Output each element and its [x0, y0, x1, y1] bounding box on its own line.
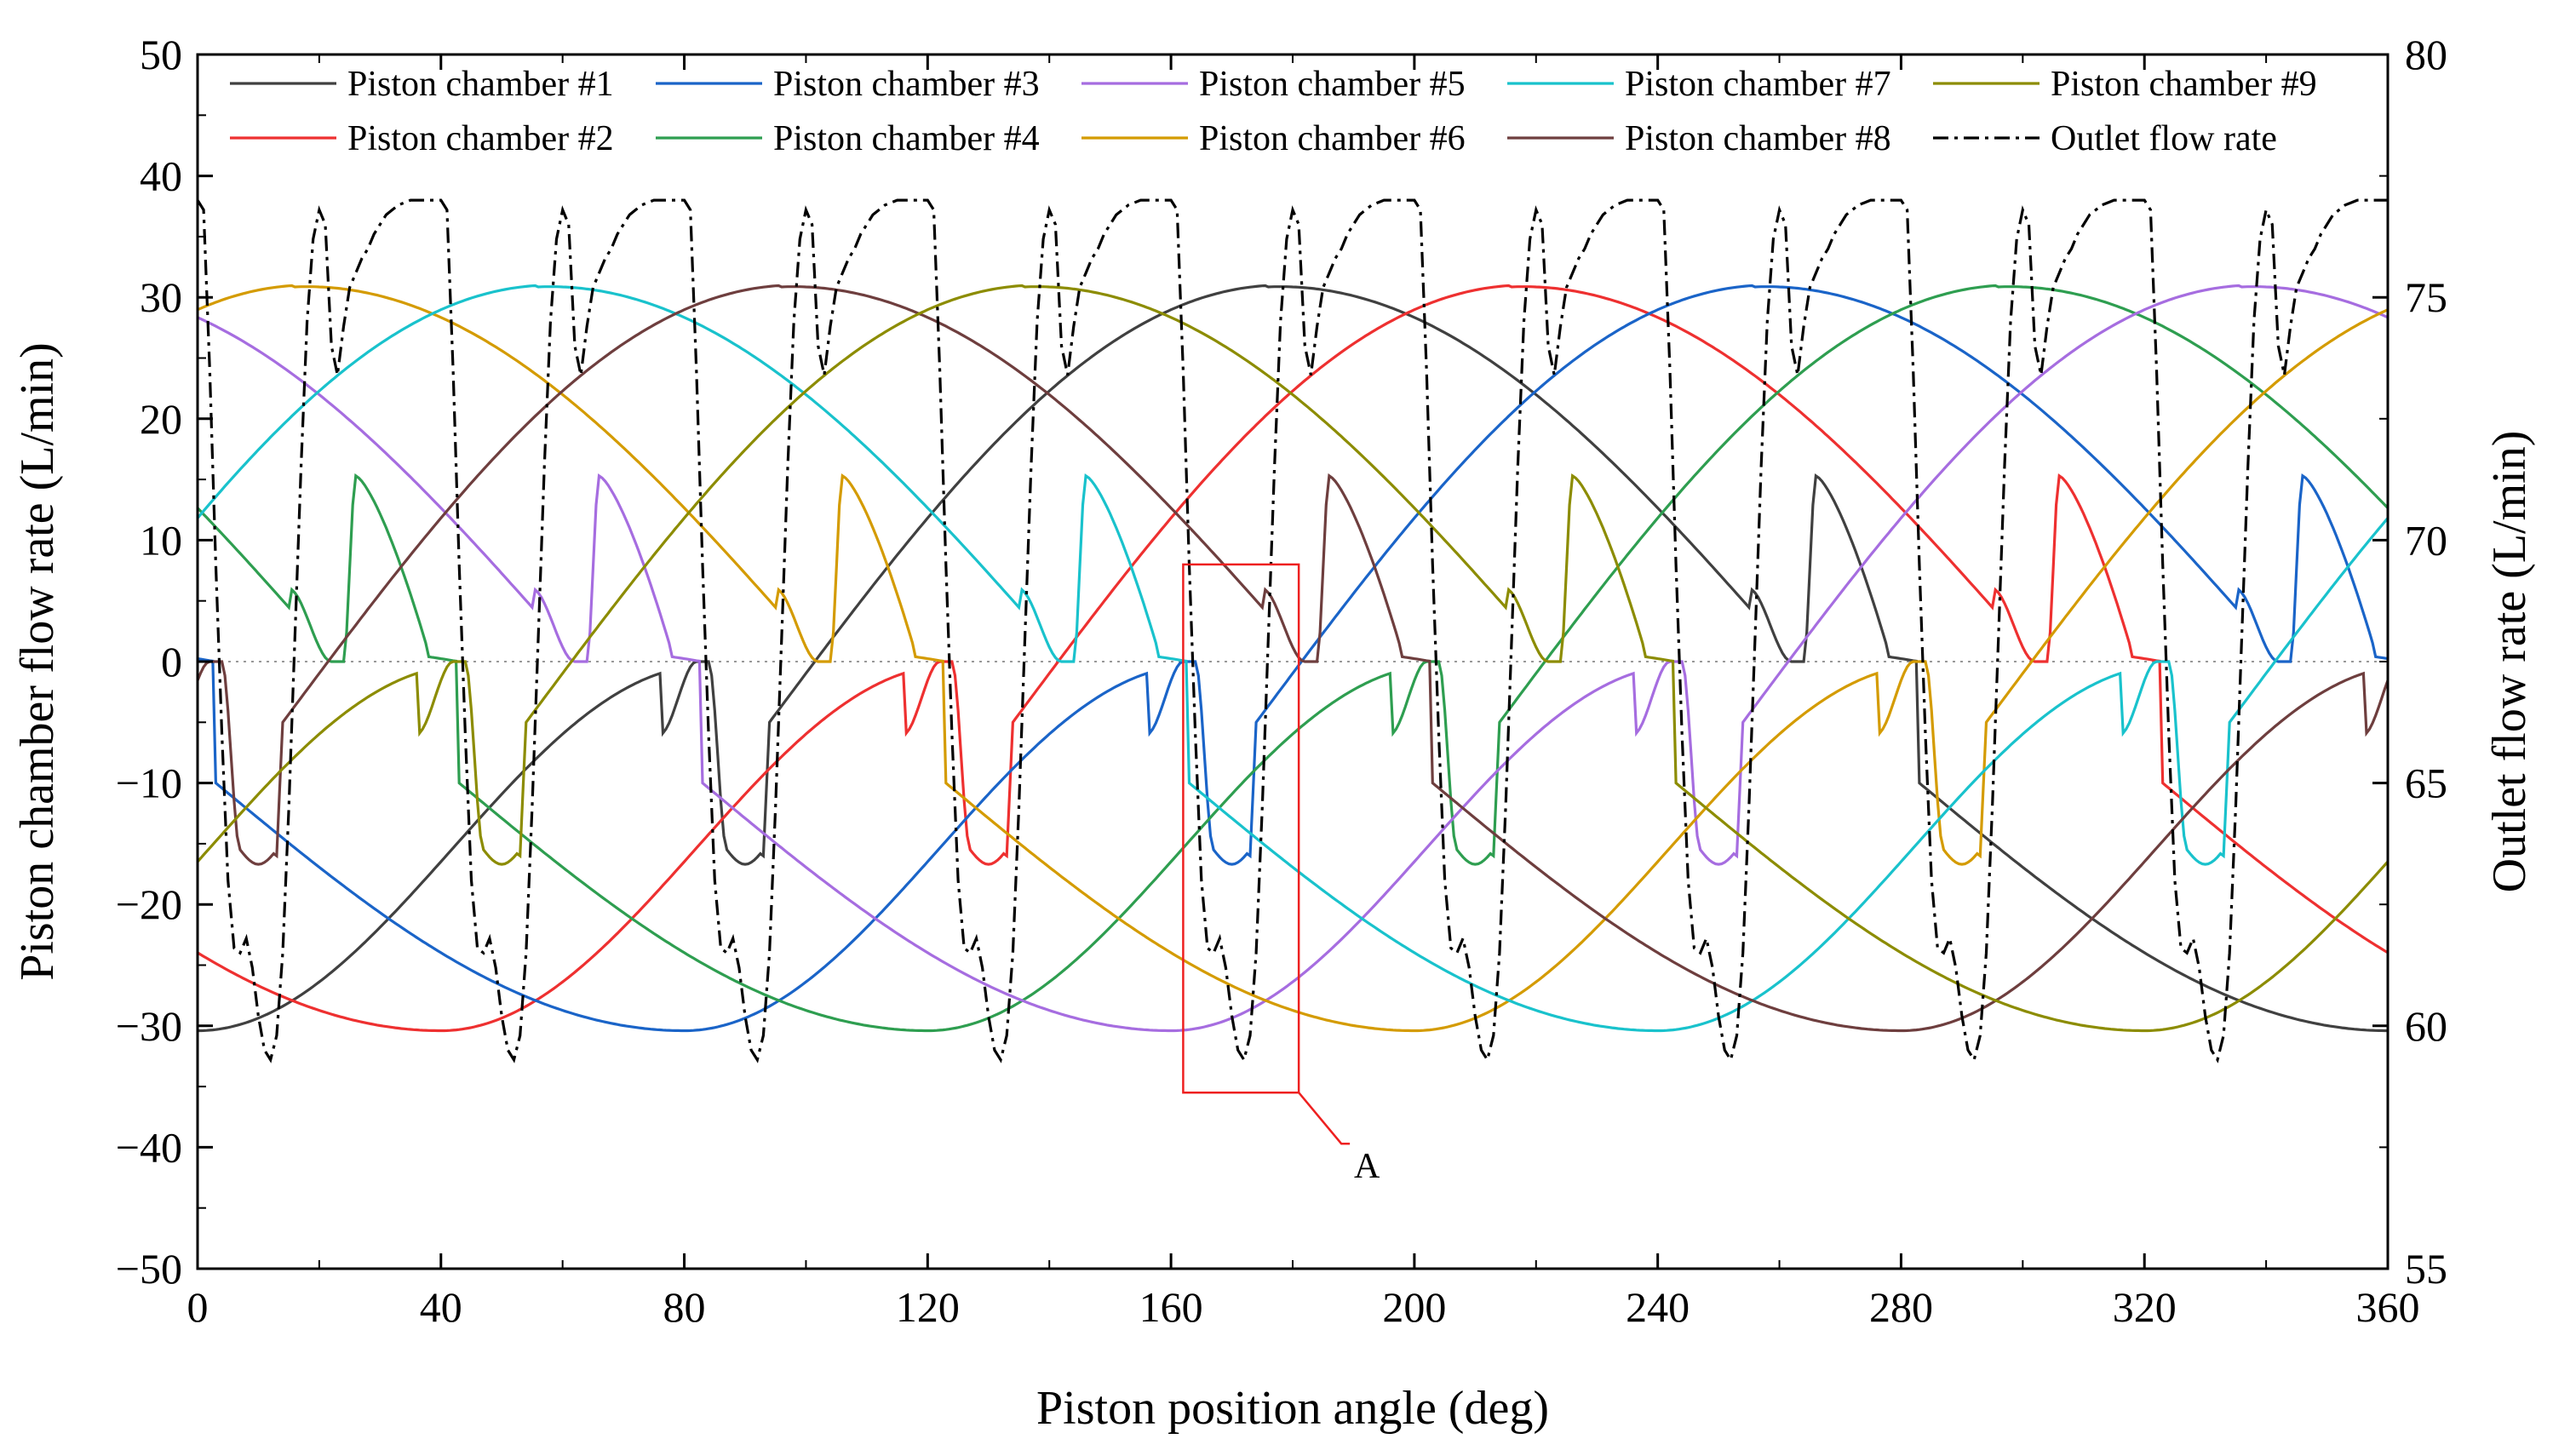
- y2-tick-label: 65: [2405, 760, 2447, 807]
- y-tick-label: −50: [116, 1245, 182, 1293]
- series-line-piston-chamber-1: [198, 284, 2388, 1033]
- y-tick-label: 20: [140, 395, 182, 443]
- x-axis-title: Piston position angle (deg): [1036, 1382, 1549, 1435]
- x-tick-label: 320: [2113, 1283, 2177, 1331]
- y-tick-label: −30: [116, 1002, 182, 1050]
- y-tick-label: −20: [116, 880, 182, 928]
- series-line-piston-chamber-9: [196, 284, 2389, 1033]
- x-tick-label: 80: [663, 1283, 706, 1331]
- legend-label-piston-chamber-3: Piston chamber #3: [773, 65, 1040, 104]
- x-tick-label: 240: [1626, 1283, 1690, 1331]
- x-tick-label: 120: [896, 1283, 960, 1331]
- series-line-piston-chamber-8: [196, 284, 2389, 1033]
- legend-label-piston-chamber-4: Piston chamber #4: [773, 119, 1040, 158]
- y2-tick-label: 75: [2405, 273, 2447, 321]
- annotation-label-a: A: [1354, 1147, 1380, 1186]
- x-tick-label: 200: [1382, 1283, 1446, 1331]
- legend-label-piston-chamber-6: Piston chamber #6: [1199, 119, 1466, 158]
- legend-label-piston-chamber-8: Piston chamber #8: [1625, 119, 1891, 158]
- y-tick-label: 10: [140, 516, 182, 564]
- legend-label-piston-chamber-7: Piston chamber #7: [1625, 65, 1891, 104]
- y2-axis-title: Outlet flow rate (L/min): [2483, 431, 2536, 893]
- y2-tick-label: 55: [2405, 1245, 2447, 1293]
- legend-label-piston-chamber-5: Piston chamber #5: [1199, 65, 1466, 104]
- legend: Piston chamber #1 Piston chamber #3 Piston…: [230, 65, 2317, 158]
- x-tick-label: 360: [2356, 1283, 2420, 1331]
- y-tick-label: 50: [140, 31, 182, 78]
- series-line-piston-chamber-6: [197, 284, 2389, 1033]
- x-tick-label: 0: [187, 1283, 209, 1331]
- series-line-piston-chamber-3: [197, 284, 2389, 1033]
- y-tick-label: −40: [116, 1123, 182, 1171]
- annotation-box-a: [1182, 563, 1300, 1094]
- y-tick-label: −10: [116, 760, 182, 807]
- x-tick-label: 280: [1869, 1283, 1933, 1331]
- x-tick-label: 40: [420, 1283, 462, 1331]
- y2-tick-label: 80: [2405, 31, 2447, 78]
- annotation-leader-a: [1298, 1092, 1351, 1145]
- legend-label-piston-chamber-1: Piston chamber #1: [347, 65, 614, 104]
- x-tick-label: 160: [1139, 1283, 1203, 1331]
- series-layer: [196, 198, 2389, 1063]
- legend-label-piston-chamber-2: Piston chamber #2: [347, 119, 614, 158]
- series-line-piston-chamber-2: [197, 284, 2389, 1033]
- tick-layer: 0 40 80 120 160 200 240 280 320 360−50−40−30−20−1…: [116, 31, 2447, 1331]
- series-line-piston-chamber-4: [196, 284, 2389, 1033]
- series-line-outlet-flow-rate: [196, 198, 2388, 1063]
- y2-tick-label: 60: [2405, 1002, 2447, 1050]
- legend-label-outlet-flow-rate: Outlet flow rate: [2051, 119, 2277, 158]
- y-tick-label: 40: [140, 152, 182, 200]
- y-axis-title: Piston chamber flow rate (L/min): [11, 342, 64, 981]
- y2-tick-label: 70: [2405, 516, 2447, 564]
- y-tick-label: 0: [161, 638, 182, 685]
- y-tick-label: 30: [140, 273, 182, 321]
- series-line-piston-chamber-5: [197, 284, 2389, 1033]
- legend-label-piston-chamber-9: Piston chamber #9: [2051, 65, 2317, 104]
- series-line-piston-chamber-7: [196, 284, 2389, 1033]
- annotation-layer: A: [1182, 563, 1380, 1186]
